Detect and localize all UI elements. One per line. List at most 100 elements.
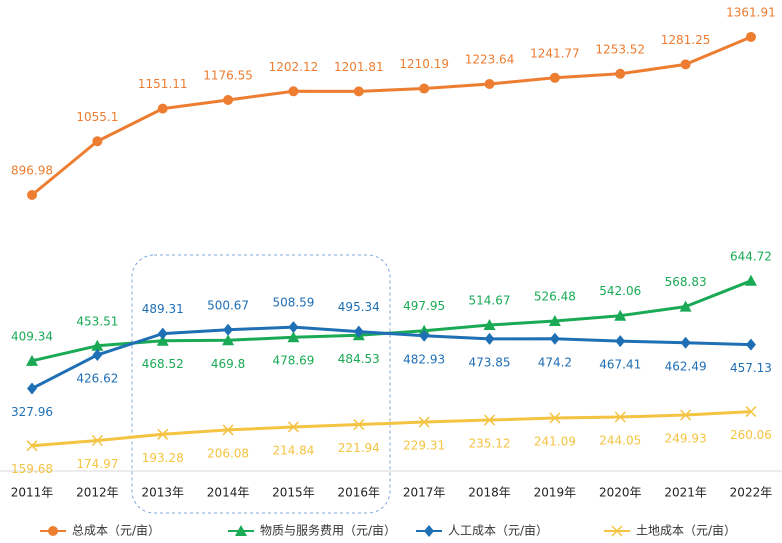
data-label: 500.67 [207, 298, 249, 312]
marker [483, 414, 496, 426]
marker [679, 300, 692, 312]
x-tick-label: 2019年 [534, 486, 577, 500]
marker [418, 416, 430, 428]
x-tick-label: 2012年 [76, 486, 119, 500]
x-tick-label: 2013年 [141, 486, 184, 500]
data-label: 241.09 [534, 435, 576, 449]
marker [353, 86, 364, 97]
data-label: 484.53 [338, 352, 380, 366]
data-label: 1253.52 [595, 42, 645, 56]
data-label: 260.06 [730, 428, 772, 442]
data-label: 426.62 [76, 371, 118, 385]
data-label: 327.96 [11, 405, 53, 419]
legend-label: 物质与服务费用（元/亩） [260, 523, 396, 538]
marker [288, 321, 299, 334]
data-label: 468.52 [142, 357, 184, 371]
marker [680, 59, 691, 70]
data-label: 229.31 [403, 439, 445, 453]
data-label: 474.2 [538, 355, 572, 369]
marker [223, 323, 234, 336]
data-label: 495.34 [338, 300, 380, 314]
marker [91, 434, 103, 447]
data-label: 244.05 [599, 434, 641, 448]
marker [157, 327, 168, 340]
data-label: 469.8 [211, 357, 245, 371]
data-label: 409.34 [11, 329, 53, 343]
data-label: 542.06 [599, 284, 641, 298]
marker [353, 419, 365, 431]
marker [615, 335, 626, 348]
data-label: 1176.55 [203, 68, 253, 82]
marker [223, 94, 234, 105]
series-line [31, 35, 752, 197]
marker [680, 336, 691, 349]
marker [91, 339, 104, 351]
marker [424, 525, 434, 537]
x-tick-label: 2020年 [599, 486, 642, 500]
data-label: 462.49 [665, 359, 707, 373]
data-label: 1210.19 [399, 57, 449, 71]
x-tick-label: 2011年 [11, 486, 54, 500]
marker [26, 354, 38, 366]
marker [27, 382, 37, 395]
data-label: 489.31 [142, 302, 184, 316]
x-tick-label: 2022年 [730, 486, 773, 500]
marker [419, 83, 430, 94]
legend-label: 土地成本（元/亩） [636, 523, 736, 538]
data-label: 453.51 [76, 314, 118, 328]
marker [484, 78, 495, 89]
data-label: 457.13 [730, 361, 772, 375]
x-tick-label: 2021年 [664, 486, 707, 500]
marker [26, 440, 38, 452]
series-line [31, 279, 752, 363]
series-line [31, 410, 752, 448]
x-tick-label: 2016年 [338, 486, 381, 500]
data-label: 568.83 [665, 275, 707, 289]
x-tick-label: 2014年 [207, 486, 250, 500]
marker [157, 103, 168, 114]
data-label: 473.85 [469, 355, 511, 369]
data-label: 508.59 [272, 296, 314, 310]
data-label: 1202.12 [269, 60, 319, 74]
marker [222, 334, 235, 346]
data-label: 526.48 [534, 289, 576, 303]
marker [92, 348, 103, 361]
marker [156, 334, 169, 346]
marker [287, 331, 300, 343]
data-label: 249.93 [665, 432, 707, 446]
data-label: 644.72 [730, 249, 772, 263]
marker [287, 421, 299, 433]
marker [288, 86, 299, 97]
data-label: 174.97 [76, 457, 118, 471]
marker [745, 338, 756, 351]
data-label: 1361.91 [726, 5, 776, 19]
marker [549, 332, 560, 345]
data-label: 1055.1 [76, 110, 118, 124]
data-label: 478.69 [272, 354, 314, 368]
marker [549, 412, 561, 424]
data-label: 896.98 [11, 164, 53, 178]
marker [157, 428, 169, 440]
marker [744, 274, 757, 286]
marker [483, 319, 496, 331]
data-label: 193.28 [142, 451, 184, 465]
marker [222, 424, 234, 436]
x-tick-label: 2017年 [403, 486, 446, 500]
marker [484, 332, 495, 345]
marker [611, 525, 623, 537]
marker [614, 411, 626, 423]
marker [548, 314, 561, 326]
data-label: 235.12 [469, 437, 511, 451]
data-label: 214.84 [272, 443, 314, 457]
highlight-box [131, 254, 391, 514]
data-label: 159.68 [11, 462, 53, 476]
marker [549, 72, 560, 83]
marker [745, 31, 756, 42]
marker [353, 325, 364, 338]
data-label: 1241.77 [530, 46, 580, 60]
marker [745, 406, 757, 418]
data-label: 1223.64 [465, 52, 515, 66]
marker [419, 329, 430, 342]
data-label: 497.95 [403, 299, 445, 313]
